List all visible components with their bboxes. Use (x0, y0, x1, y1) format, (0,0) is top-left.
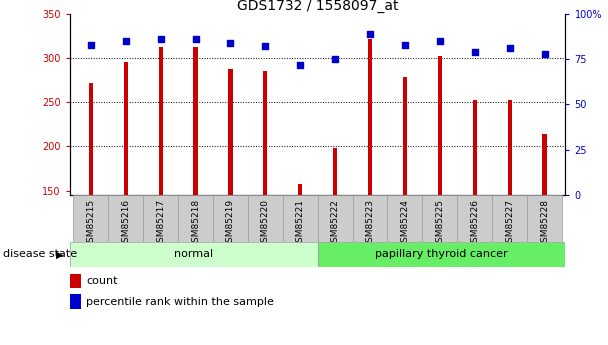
Point (226, 40, 235, 46)
Bar (317, 241, 565, 267)
Bar (298, 184, 302, 195)
Point (121, 38, 131, 44)
Point (400, 42, 410, 47)
Point (470, 49, 480, 55)
Text: GSM85221: GSM85221 (295, 199, 305, 248)
Text: GSM85215: GSM85215 (86, 199, 95, 248)
FancyBboxPatch shape (317, 195, 353, 242)
Text: GSM85216: GSM85216 (121, 199, 130, 248)
FancyBboxPatch shape (143, 195, 178, 242)
Point (365, 31, 375, 37)
Text: GSM85226: GSM85226 (470, 199, 479, 248)
Point (330, 56, 340, 62)
Text: GSM85217: GSM85217 (156, 199, 165, 248)
Text: GSM85227: GSM85227 (505, 199, 514, 248)
Bar (193, 47, 198, 195)
Text: GSM85228: GSM85228 (540, 199, 549, 248)
Point (435, 38, 444, 44)
FancyBboxPatch shape (527, 195, 562, 242)
Point (156, 37, 165, 42)
Bar (89, 83, 93, 195)
FancyBboxPatch shape (492, 195, 527, 242)
Text: disease state: disease state (3, 249, 77, 259)
Text: GSM85224: GSM85224 (401, 199, 409, 247)
Text: GSM85218: GSM85218 (191, 199, 200, 248)
Point (540, 51, 550, 57)
Bar (403, 77, 407, 195)
Bar (159, 47, 163, 195)
Bar (70, 274, 81, 288)
FancyBboxPatch shape (457, 195, 492, 242)
Bar (368, 39, 372, 195)
Title: GDS1732 / 1558097_at: GDS1732 / 1558097_at (237, 0, 398, 13)
Bar (542, 134, 547, 195)
Bar (438, 56, 442, 195)
FancyBboxPatch shape (387, 195, 423, 242)
Text: normal: normal (174, 249, 213, 259)
Bar (70, 294, 81, 309)
FancyBboxPatch shape (213, 195, 248, 242)
FancyBboxPatch shape (353, 195, 387, 242)
Point (505, 46, 514, 51)
FancyBboxPatch shape (74, 195, 108, 242)
FancyBboxPatch shape (248, 195, 283, 242)
Bar (333, 148, 337, 195)
Bar (70, 241, 317, 267)
Text: GSM85219: GSM85219 (226, 199, 235, 248)
FancyBboxPatch shape (178, 195, 213, 242)
FancyBboxPatch shape (423, 195, 457, 242)
Text: GSM85225: GSM85225 (435, 199, 444, 248)
Point (86, 42, 95, 47)
Text: GSM85220: GSM85220 (261, 199, 270, 248)
Bar (263, 71, 268, 195)
Point (260, 44, 270, 49)
Point (191, 37, 201, 42)
Point (295, 62, 305, 67)
Text: count: count (86, 276, 118, 286)
Bar (229, 69, 232, 195)
Text: GSM85223: GSM85223 (365, 199, 375, 248)
Bar (123, 62, 128, 195)
Text: papillary thyroid cancer: papillary thyroid cancer (375, 249, 508, 259)
FancyBboxPatch shape (108, 195, 143, 242)
Text: ▶: ▶ (56, 249, 63, 259)
Bar (472, 99, 477, 195)
FancyBboxPatch shape (283, 195, 317, 242)
Text: percentile rank within the sample: percentile rank within the sample (86, 297, 274, 307)
Bar (508, 100, 512, 195)
Text: GSM85222: GSM85222 (331, 199, 340, 247)
